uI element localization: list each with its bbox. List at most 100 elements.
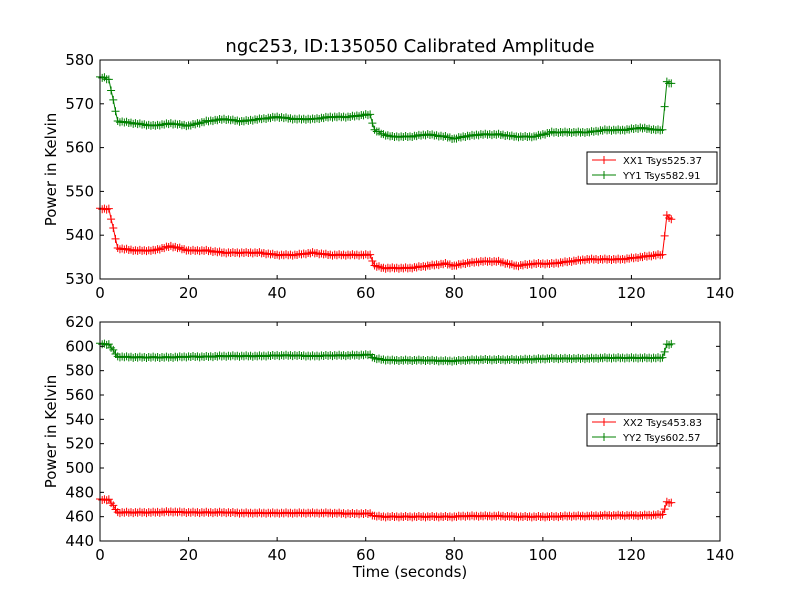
data-point-marker [100, 73, 109, 82]
data-point-marker [452, 134, 461, 143]
data-point-marker [113, 116, 122, 125]
y-tick-label: 550 [65, 182, 94, 200]
data-point-marker [366, 110, 375, 119]
data-point-marker [255, 248, 264, 257]
data-point-marker [166, 241, 175, 250]
data-point-marker [107, 86, 116, 95]
y-tick-label: 580 [65, 51, 94, 69]
data-point-marker [282, 113, 290, 122]
legend-box [586, 151, 718, 185]
y-tick-label: 560 [65, 139, 94, 157]
data-point-marker [558, 258, 567, 267]
x-tick-label: 120 [617, 546, 646, 564]
legend-label: XX2 Tsys453.83 [623, 418, 702, 429]
data-point-marker [200, 118, 209, 127]
data-point-marker [233, 116, 242, 125]
data-point-marker [146, 246, 155, 255]
data-point-marker [667, 215, 676, 224]
y-axis-label: Power in Kelvin [42, 375, 60, 489]
x-tick-label: 20 [179, 284, 198, 302]
data-point-marker [439, 132, 448, 141]
data-point-marker [660, 347, 669, 356]
data-point-marker [461, 260, 470, 269]
data-point-marker [432, 131, 441, 140]
data-point-marker [640, 123, 649, 132]
data-point-marker [425, 261, 434, 270]
subplot-2: 0 20 40 60 80 100 120 140 440 460 480 500 520 540 560 5… [42, 313, 734, 581]
series-2 [96, 72, 676, 143]
data-point-marker [368, 257, 377, 266]
data-point-marker [667, 339, 676, 348]
data-point-marker [104, 495, 113, 504]
data-point-marker [667, 79, 676, 88]
data-point-marker [202, 245, 211, 254]
data-point-marker [554, 259, 563, 268]
data-point-marker [319, 114, 328, 123]
y-tick-label: 580 [65, 362, 94, 380]
data-point-marker [594, 127, 603, 136]
data-point-marker [370, 125, 379, 134]
data-point-marker [620, 126, 629, 135]
data-point-marker [180, 120, 189, 129]
y-tick-label: 570 [65, 95, 94, 113]
data-point-marker [293, 250, 302, 259]
legend-marker [600, 433, 608, 441]
data-point-marker [567, 257, 576, 266]
x-tick-label: 140 [706, 284, 735, 302]
data-point-marker [253, 115, 262, 124]
data-point-marker [151, 246, 160, 255]
data-point-marker [171, 242, 180, 251]
data-point-marker [268, 249, 277, 258]
data-point-marker [662, 497, 671, 506]
x-axis-label: Time (seconds) [352, 563, 468, 581]
data-point-marker [494, 129, 503, 138]
legend-marker [600, 171, 608, 179]
data-point-marker [166, 119, 175, 128]
data-point-marker [98, 73, 107, 82]
data-point-marker [625, 125, 634, 134]
data-point-marker [301, 250, 310, 259]
data-point-marker [625, 254, 634, 263]
subplot-1: 0 20 40 60 80 100 120 140 530 540 550 560 570 580 ngc2… [42, 36, 734, 302]
y-tick-label: 560 [65, 386, 94, 404]
data-point-marker [383, 131, 392, 140]
data-point-marker [474, 258, 483, 267]
x-tick-label: 0 [95, 284, 105, 302]
y-tick-label: 530 [65, 270, 94, 288]
data-point-marker [109, 501, 118, 510]
data-point-marker [545, 129, 554, 138]
y-tick-label: 600 [65, 337, 94, 355]
data-point-marker [109, 95, 118, 104]
x-tick-label: 140 [706, 546, 735, 564]
data-point-marker [408, 133, 417, 142]
legend-label: YY1 Tsys582.91 [622, 171, 701, 182]
data-point-marker [220, 114, 228, 123]
data-point-marker [518, 261, 527, 270]
data-point-marker [465, 259, 474, 268]
data-point-marker [315, 114, 324, 123]
data-point-marker [111, 234, 120, 243]
data-point-marker [206, 246, 215, 255]
data-point-marker [662, 77, 671, 86]
x-tick-label: 100 [529, 546, 558, 564]
data-point-marker [113, 244, 122, 253]
legend-box [586, 413, 718, 447]
y-tick-label: 620 [65, 313, 94, 331]
data-point-marker [503, 259, 512, 268]
data-point-marker [175, 119, 184, 128]
y-tick-label: 540 [65, 410, 94, 428]
data-point-marker [514, 262, 523, 271]
x-tick-label: 60 [356, 546, 375, 564]
x-tick-label: 40 [268, 546, 287, 564]
data-point-marker [465, 132, 474, 141]
data-point-marker [375, 354, 383, 363]
data-point-marker [445, 133, 454, 142]
data-point-marker [499, 258, 507, 267]
data-point-marker [127, 118, 135, 127]
axes-frame [99, 321, 721, 542]
data-point-marker [104, 340, 113, 349]
legend: XX2 Tsys453.83 YY2 Tsys602.57 [586, 413, 718, 447]
data-point-marker [412, 132, 421, 141]
data-point-marker [638, 253, 647, 262]
data-point-marker [434, 261, 443, 270]
